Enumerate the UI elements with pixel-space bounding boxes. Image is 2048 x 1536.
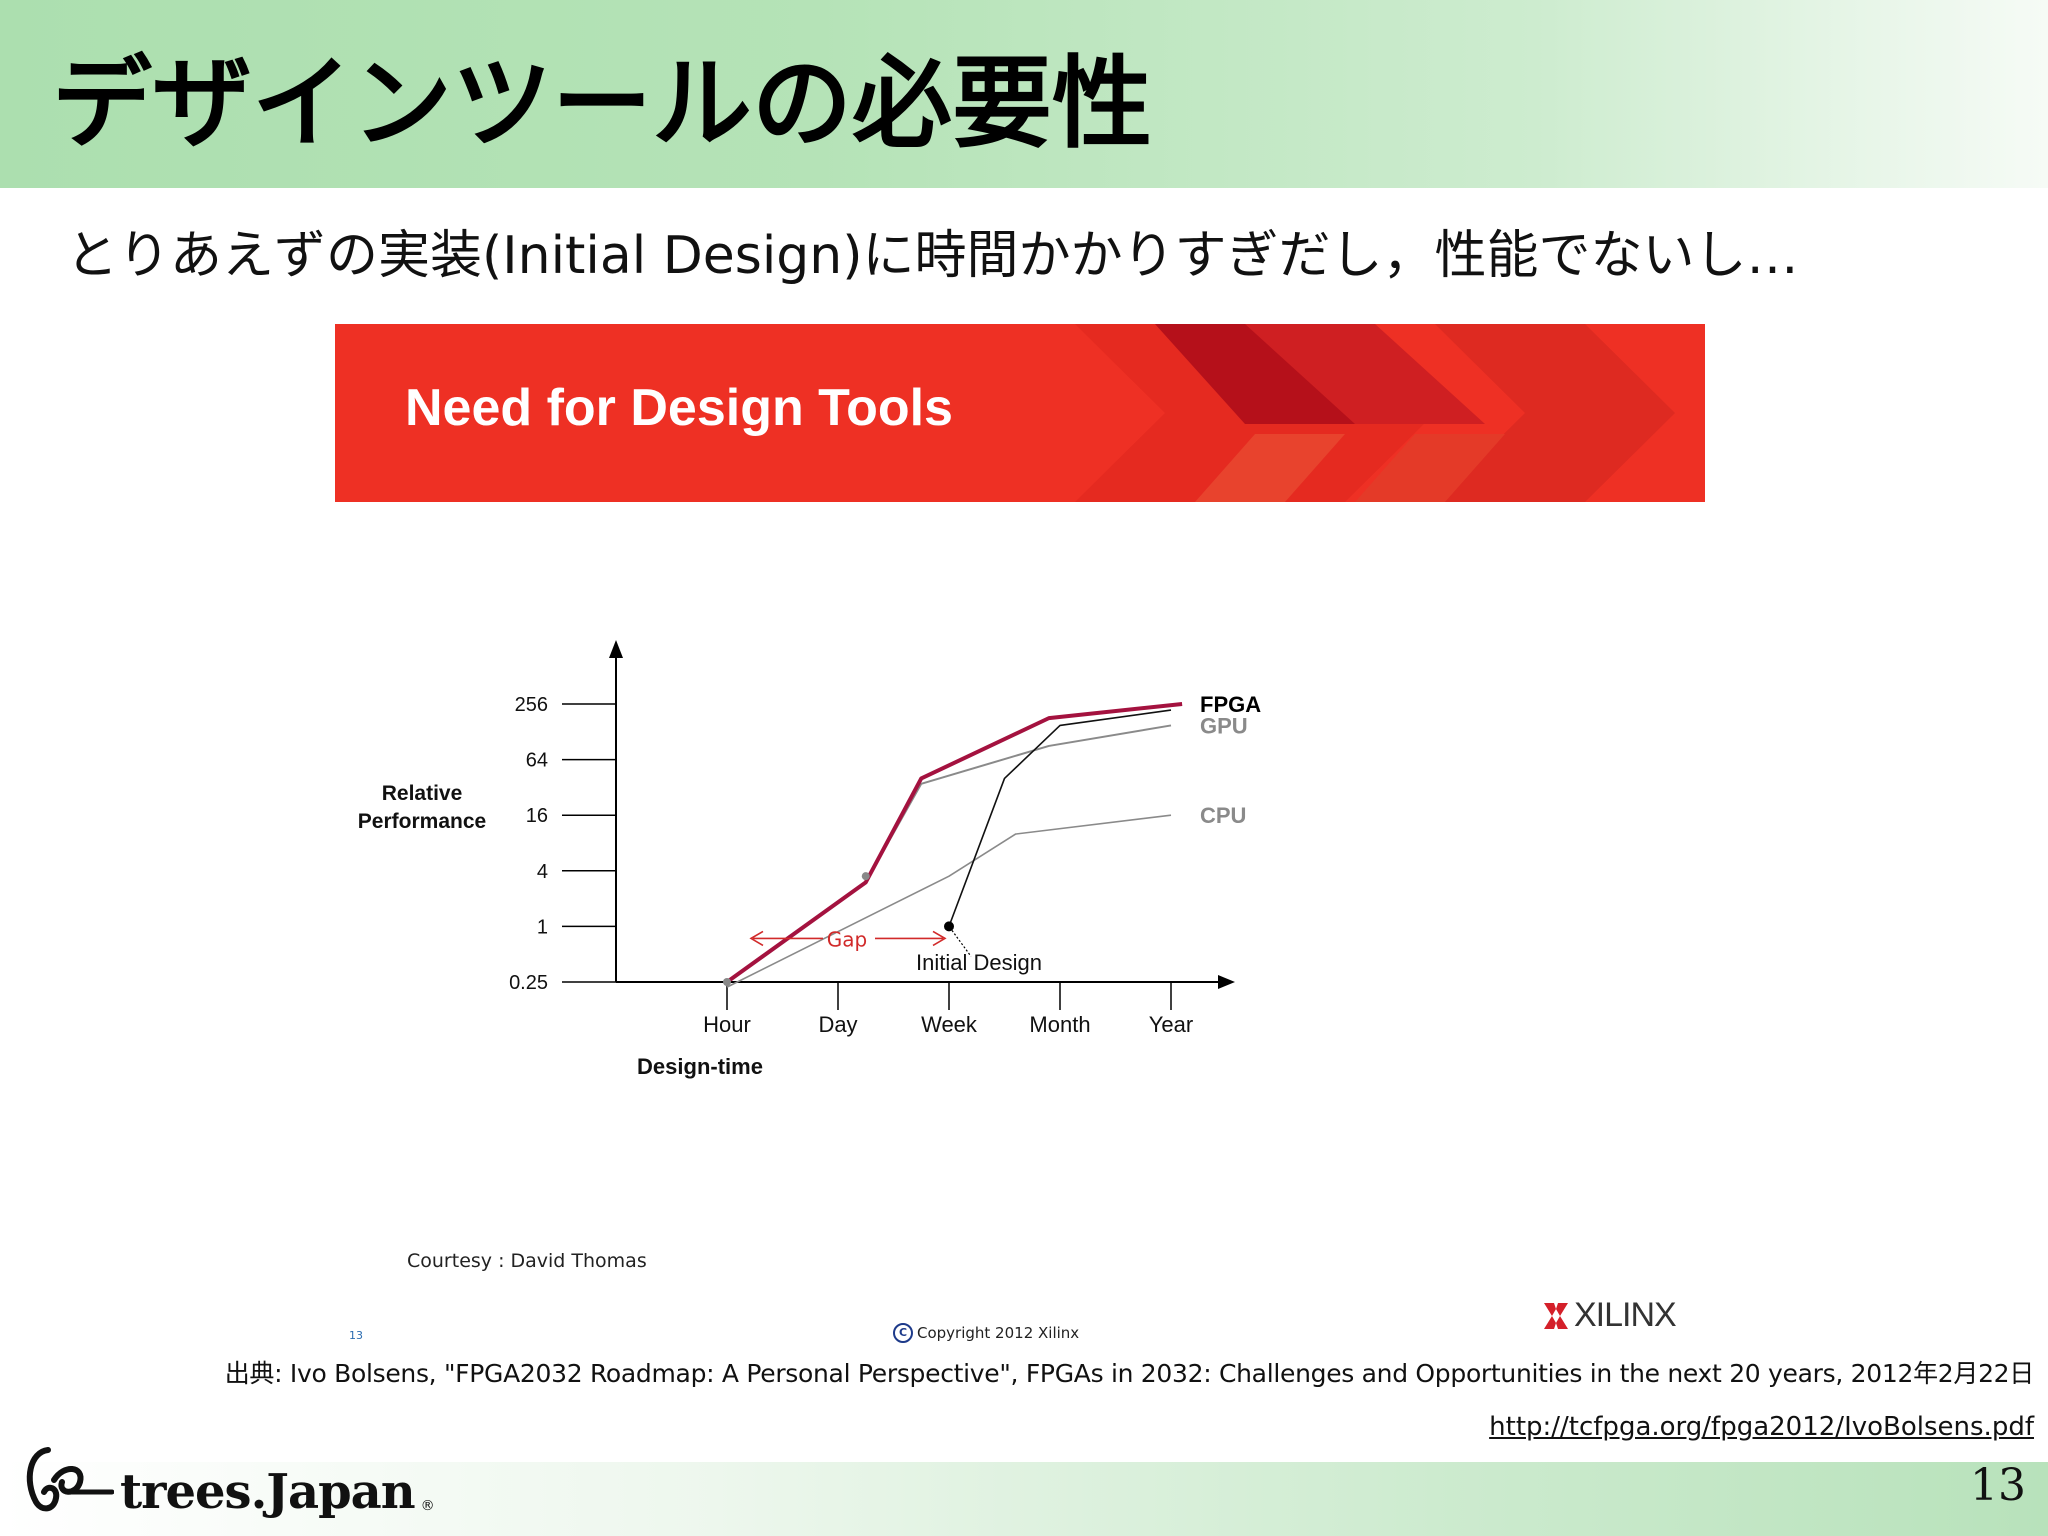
x-tick-label: Day: [818, 1012, 857, 1037]
gap-arrowhead-left: [749, 930, 764, 947]
trees-japan-mark-icon: [26, 1447, 114, 1512]
chart-svg: 0.25 1 4 16 64 256 Hour Day Week Month Year Design-…: [358, 640, 1261, 1079]
registered-mark: ®: [420, 1498, 435, 1514]
x-tick-label: Month: [1029, 1012, 1090, 1037]
y-axis-label: Relative: [382, 782, 463, 805]
xilinx-brand: XILINX: [1574, 1296, 1677, 1334]
embedded-banner: Need for Design Tools: [335, 324, 1705, 502]
y-tick-label: 16: [526, 805, 548, 827]
x-tick-label: Hour: [703, 1012, 751, 1037]
series-label-gpu: GPU: [1200, 713, 1248, 738]
y-tick-label: 256: [515, 694, 548, 716]
courtesy-note: Courtesy : David Thomas: [407, 1250, 647, 1272]
series-line-initial-design: [948, 709, 1172, 927]
initial-design-label: Initial Design: [916, 950, 1042, 975]
copyright-text: Copyright 2012 Xilinx: [917, 1324, 1080, 1342]
initial-design-leader: [951, 930, 972, 957]
x-axis-arrow: [1218, 975, 1235, 989]
series-label-fpga: FPGA: [1200, 692, 1261, 717]
design-tools-chart: 0.25 1 4 16 64 256 Hour Day Week Month Year Design-…: [330, 630, 1290, 1100]
series-line-fpga: [725, 702, 1183, 984]
page-number: 13: [1970, 1460, 2026, 1511]
slide-subtitle: とりあえずの実装(Initial Design)に時間かかりすぎだし，性能でない…: [66, 226, 1799, 286]
day-point: [861, 872, 870, 881]
y-axis-arrow: [609, 640, 623, 658]
embedded-page-number: 13: [349, 1329, 363, 1342]
y-tick-label: 64: [526, 750, 548, 772]
series-label-cpu: CPU: [1200, 803, 1246, 828]
x-axis-label: Design-time: [637, 1054, 763, 1079]
logo-text: trees.Japan: [120, 1464, 416, 1520]
initial-design-point: [944, 921, 954, 932]
gap-arrowhead-right: [932, 930, 947, 947]
slide-title: デザインツールの必要性: [52, 45, 1152, 162]
x-tick-label: Week: [921, 1012, 978, 1037]
copyright-icon: C: [893, 1323, 913, 1343]
banner-title: Need for Design Tools: [405, 379, 953, 437]
citation-link[interactable]: http://tcfpga.org/fpga2012/IvoBolsens.pd…: [1489, 1412, 2034, 1442]
gap-label: Gap: [827, 927, 867, 951]
title-band: [0, 0, 2048, 188]
trees-japan-logo: trees.Japan ®: [18, 1440, 435, 1520]
xilinx-logo: XILINX: [1542, 1296, 1677, 1335]
y-axis-label: Performance: [358, 810, 486, 833]
y-tick-label: 4: [537, 861, 548, 883]
xilinx-mark-icon: [1544, 1302, 1568, 1329]
x-tick-label: Year: [1149, 1012, 1193, 1037]
banner-background: [335, 324, 1705, 502]
citation-text: 出典: Ivo Bolsens, "FPGA2032 Roadmap: A Pe…: [224, 1359, 2035, 1388]
series-line-cpu: [726, 814, 1172, 988]
footer-band: [0, 1462, 2048, 1536]
y-tick-label: 1: [537, 916, 548, 938]
copyright: C Copyright 2012 Xilinx: [893, 1323, 1079, 1343]
y-tick-label: 0.25: [509, 972, 548, 994]
start-point: [723, 978, 731, 986]
